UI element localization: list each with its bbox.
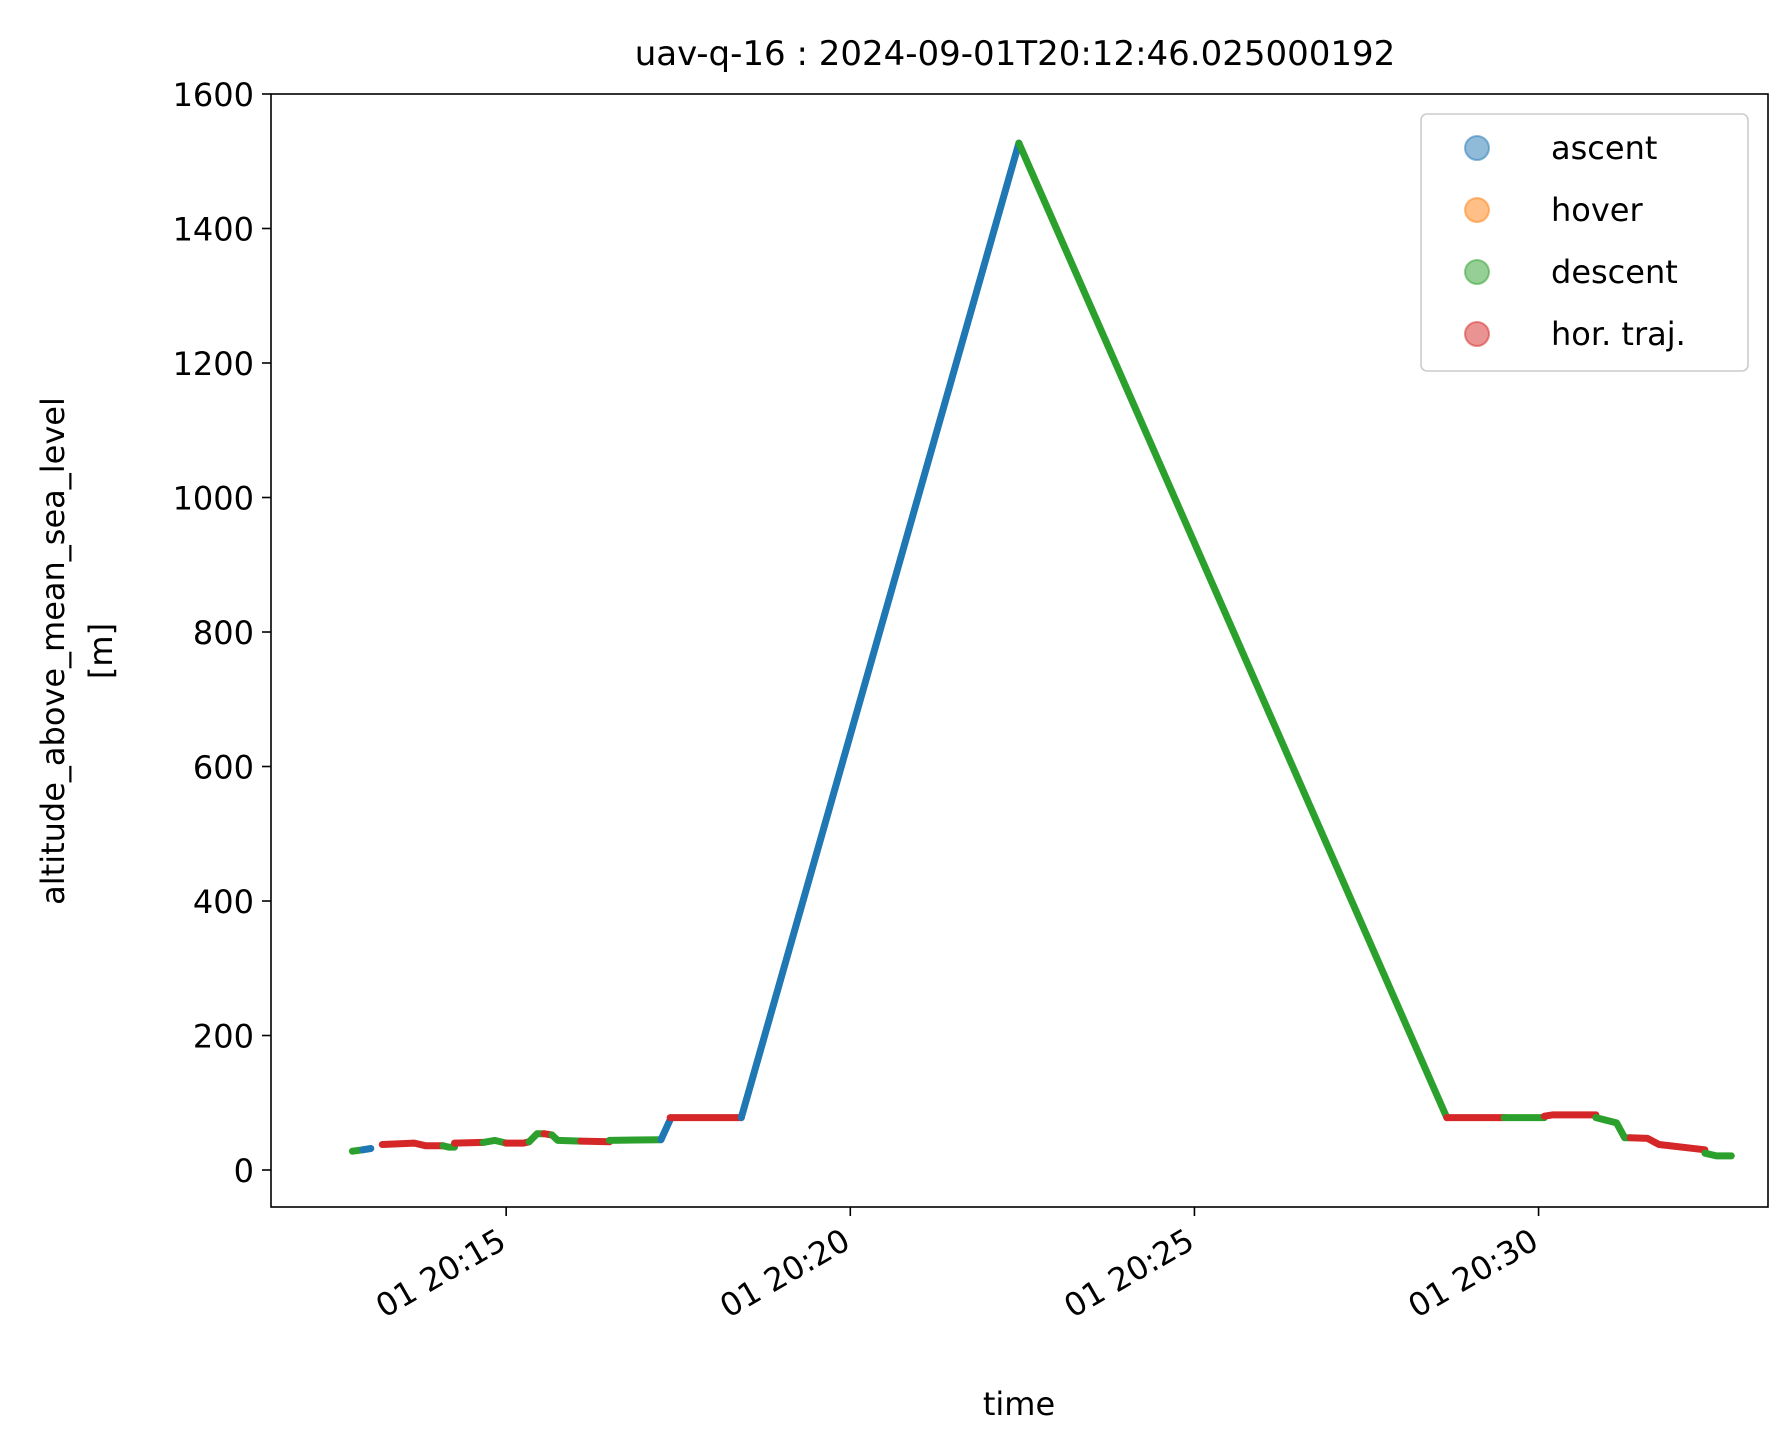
series-line-9 [552,1135,581,1141]
y-axis-label-line1: altitude_above_mean_sea_level [34,397,72,905]
y-axis-label-line2: [m] [82,623,120,679]
legend-marker-ascent [1465,136,1489,160]
x-axis-label: time [983,1385,1055,1423]
legend-label: hor. traj. [1551,315,1686,353]
legend-marker-descent [1465,260,1489,284]
legend-label: descent [1551,253,1678,291]
series-line-18 [1544,1115,1596,1116]
y-axis-label: altitude_above_mean_sea_level [m] [34,397,120,905]
series-line-19 [1596,1118,1630,1138]
series-line-20 [1630,1138,1705,1150]
legend-marker-hover [1465,198,1489,222]
legend: ascent hover descent hor. traj. [1421,114,1748,371]
y-tick-label: 400 [193,883,254,921]
series-line-15 [1019,143,1447,1118]
y-tick-label: 1400 [173,211,254,249]
y-tick-label: 1200 [173,345,254,383]
chart-title: uav-q-16 : 2024-09-01T20:12:46.025000192 [635,34,1396,74]
y-tick-label: 200 [193,1018,254,1056]
x-tick-label: 01 20:25 [1058,1221,1201,1325]
series-line-10 [581,1141,610,1142]
x-tick-label: 01 20:20 [713,1221,856,1325]
y-tick-label: 1600 [173,76,254,114]
y-tick-label: 800 [193,614,254,652]
legend-marker-hortraj [1465,322,1489,346]
series-line-2 [382,1143,443,1146]
series-line-4 [455,1142,484,1143]
x-tick-label: 01 20:30 [1402,1221,1545,1325]
series-line-11 [609,1140,661,1141]
legend-label: ascent [1551,129,1657,167]
legend-label: hover [1551,191,1643,229]
y-tick-label: 1000 [173,480,254,518]
series-line-14 [741,143,1019,1118]
x-tick-label: 01 20:15 [369,1221,512,1325]
series-line-12 [661,1120,670,1140]
x-axis: 01 20:15 01 20:20 01 20:25 01 20:30 [369,1207,1544,1325]
series-line-21 [1705,1153,1731,1156]
y-tick-label: 0 [234,1152,254,1190]
y-tick-label: 600 [193,749,254,787]
series-line-1 [363,1149,371,1150]
y-axis: 0 200 400 600 800 1000 1200 1400 1600 [173,76,271,1190]
